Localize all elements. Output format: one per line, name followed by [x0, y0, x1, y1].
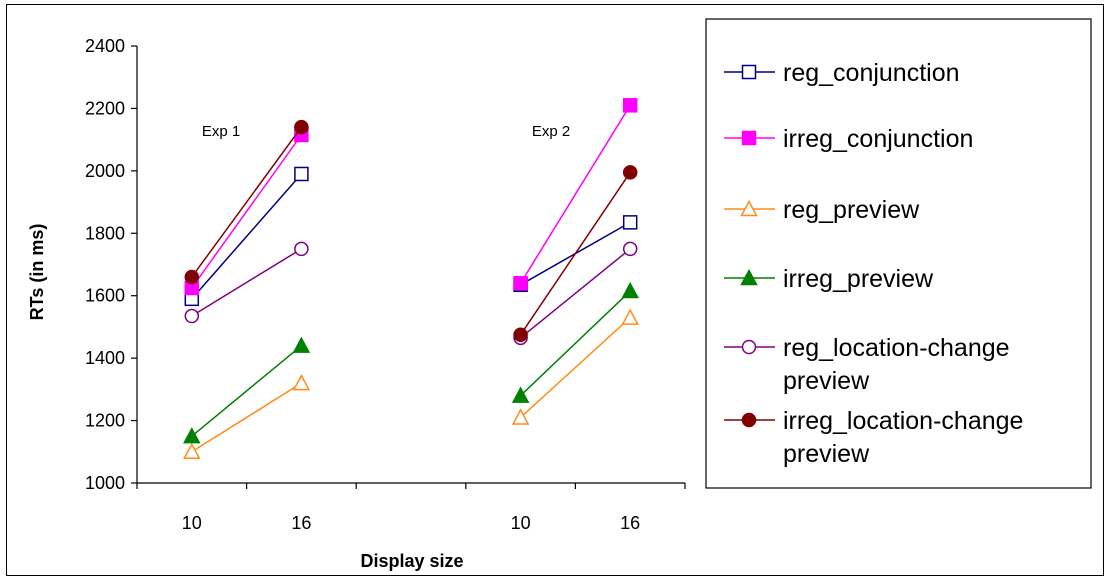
series-reg-conjunction	[184, 166, 638, 307]
legend-swatch-marker	[741, 64, 757, 80]
data-point	[621, 281, 639, 299]
data-point	[622, 215, 638, 230]
data-point	[292, 374, 311, 391]
data-point	[621, 308, 639, 325]
legend-label: preview	[783, 367, 870, 395]
data-point	[183, 442, 201, 460]
legend-item: reg_conjunction	[724, 59, 960, 87]
y-tick-label: 1000	[85, 473, 125, 493]
y-ticks: 1000 1200 1400 1600 1800 2000 2200 2400	[85, 36, 137, 493]
series-line	[191, 248, 302, 317]
group-label: Exp 1	[202, 123, 240, 140]
legend-label: reg_preview	[783, 196, 920, 224]
legend-label: irreg_conjunction	[783, 125, 973, 153]
legend-label: irreg_preview	[783, 265, 934, 293]
data-point	[511, 386, 530, 403]
series-reg-preview	[183, 308, 639, 460]
y-tick-label: 2400	[85, 36, 125, 56]
legend-label: reg_conjunction	[783, 59, 960, 87]
x-ticks: 10 16 10 16	[136, 483, 686, 533]
group-label: Exp 2	[532, 123, 570, 140]
series-line	[191, 345, 302, 437]
y-tick-label: 1800	[85, 223, 125, 243]
data-point	[622, 165, 638, 180]
y-tick-label: 2200	[85, 98, 125, 118]
series-irreg-location-change-preview	[184, 119, 638, 342]
legend: reg_conjunction irreg_conjunction reg_prev…	[705, 18, 1092, 489]
x-tick-label: 16	[620, 513, 640, 533]
data-point	[183, 427, 201, 444]
series-layer	[183, 98, 639, 460]
series-line	[191, 126, 303, 278]
series-line	[520, 290, 631, 397]
data-point	[622, 241, 638, 257]
x-tick-label: 10	[511, 513, 531, 533]
data-point	[294, 241, 309, 257]
series-line	[191, 382, 302, 453]
data-point	[184, 308, 200, 324]
legend-label: irreg_location-change	[783, 407, 1023, 435]
legend-swatch-marker	[740, 268, 758, 286]
x-axis-label: Display size	[360, 551, 463, 571]
legend-label: preview	[783, 440, 870, 468]
data-point	[513, 327, 528, 342]
series-line	[520, 248, 631, 339]
legend-item: reg_preview	[724, 196, 920, 224]
y-tick-label: 1600	[85, 286, 125, 306]
series-line	[520, 317, 631, 419]
legend-swatch-marker	[740, 199, 758, 217]
series-irreg-preview	[183, 281, 639, 444]
legend-item: irreg_conjunction	[724, 125, 973, 153]
legend-swatch-marker	[741, 339, 757, 355]
series-line	[519, 104, 631, 284]
y-tick-label: 1200	[85, 411, 125, 431]
legend-label: reg_location-change	[783, 334, 1010, 362]
y-tick-label: 1400	[85, 348, 125, 368]
series-line	[191, 173, 302, 300]
data-point	[622, 98, 638, 113]
series-irreg-conjunction	[184, 98, 638, 296]
data-point	[513, 275, 528, 291]
legend-swatch-marker	[741, 412, 757, 428]
x-tick-label: 16	[291, 513, 311, 533]
y-axis-label: RTs (in ms)	[27, 224, 47, 321]
series-line	[519, 171, 631, 336]
data-point	[294, 166, 309, 182]
legend-item: irreg_preview	[724, 265, 934, 293]
legend-box	[705, 18, 1092, 489]
data-point	[292, 336, 311, 353]
group-annotations: Exp 1 Exp 2	[202, 123, 570, 140]
y-tick-label: 2000	[85, 161, 125, 181]
series-line	[191, 134, 303, 289]
data-point	[184, 269, 200, 285]
data-point	[294, 119, 309, 135]
data-point	[511, 408, 530, 425]
x-tick-label: 10	[182, 513, 202, 533]
legend-swatch-marker	[741, 130, 757, 146]
